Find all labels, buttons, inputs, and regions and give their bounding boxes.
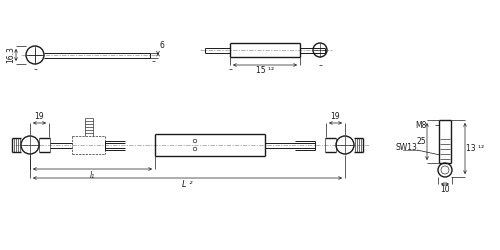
Text: 25: 25 [416,137,426,146]
Text: 19: 19 [330,112,340,121]
Text: 19: 19 [34,112,44,121]
Text: 16.3: 16.3 [6,46,15,64]
Text: 15 ¹²: 15 ¹² [256,66,274,75]
Text: SW13: SW13 [395,144,417,152]
Text: 10: 10 [440,185,450,194]
Text: 13 ¹²: 13 ¹² [466,144,484,153]
Text: l₁: l₁ [90,171,95,180]
Text: 6: 6 [159,42,164,50]
Text: L ²: L ² [182,180,193,189]
Text: M8: M8 [416,120,427,130]
